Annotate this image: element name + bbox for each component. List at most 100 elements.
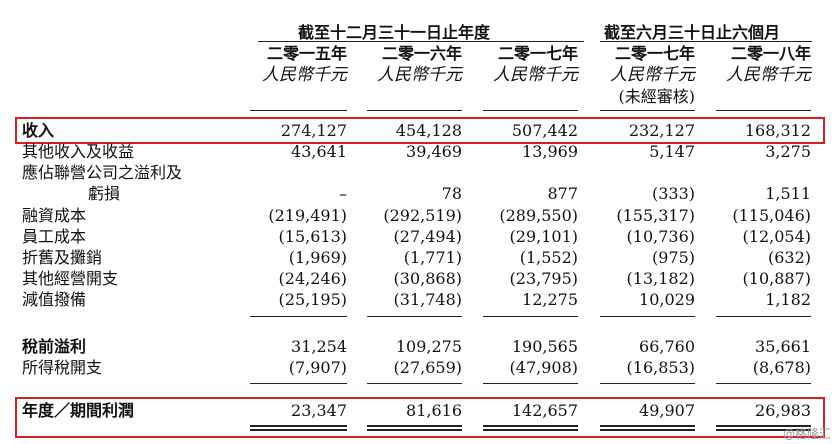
- column-header-2017: 二零一七年 人民幣千元: [468, 44, 578, 86]
- table-row-staff-costs: 員工成本 (15,613) (27,494) (29,101) (10,736)…: [0, 228, 837, 246]
- full-year-group-underline: [258, 41, 584, 42]
- cell-value: (27,494): [393, 227, 462, 246]
- total-double-rule: [483, 425, 578, 427]
- subtotal-rule: [600, 383, 695, 384]
- cell-value: (333): [651, 184, 695, 203]
- row-label: 減值撥備: [22, 290, 87, 309]
- cell-value: 5,147: [649, 142, 695, 161]
- cell-value: (30,868): [393, 269, 462, 288]
- row-label: 其他收入及收益: [22, 142, 135, 161]
- subtotal-rule: [600, 316, 695, 317]
- column-year: 二零一五年: [266, 44, 347, 63]
- column-year: 二零一七年: [614, 44, 695, 63]
- cell-value: 81,616: [406, 401, 462, 420]
- cell-value: (23,795): [509, 269, 578, 288]
- column-rule: [483, 110, 578, 111]
- total-double-rule: [250, 425, 347, 427]
- net-profit-highlight-box: [15, 397, 825, 438]
- table-row-share-of-associates-cont: 虧損 – 78 877 (333) 1,511: [0, 185, 837, 203]
- table-row-profit-before-tax: 稅前溢利 31,254 109,275 190,565 66,760 35,66…: [0, 338, 837, 356]
- total-double-rule: [250, 429, 347, 431]
- row-label: 所得稅開支: [22, 358, 103, 377]
- cell-value: 13,969: [522, 142, 578, 161]
- column-header-h1-2018: 二零一八年 人民幣千元: [701, 44, 811, 86]
- cell-value: (975): [651, 248, 695, 267]
- row-label: 員工成本: [22, 227, 87, 246]
- cell-value: 190,565: [511, 337, 578, 356]
- subtotal-rule: [716, 383, 811, 384]
- cell-value: 78: [441, 184, 462, 203]
- table-row-share-of-associates: 應佔聯營公司之溢利及: [0, 164, 837, 182]
- table-row-finance-costs: 融資成本 (219,491) (292,519) (289,550) (155,…: [0, 207, 837, 225]
- column-rule: [716, 110, 811, 111]
- cell-value: (8,678): [752, 358, 811, 377]
- cell-value: (12,054): [742, 227, 811, 246]
- row-label: 收入: [22, 121, 55, 140]
- total-double-rule: [367, 425, 462, 427]
- row-label: 其他經營開支: [22, 269, 119, 288]
- cell-value: (115,046): [732, 206, 811, 225]
- cell-value: (25,195): [278, 290, 347, 309]
- cell-value: 1,182: [765, 290, 811, 309]
- subtotal-rule: [483, 383, 578, 384]
- cell-value: 142,657: [511, 401, 578, 420]
- cell-value: (632): [767, 248, 811, 267]
- cell-value: 43,641: [291, 142, 347, 161]
- column-currency: 人民幣千元: [262, 65, 347, 85]
- cell-value: (155,317): [616, 206, 695, 225]
- cell-value: (219,491): [268, 206, 347, 225]
- subtotal-rule: [367, 316, 462, 317]
- cell-value: (10,887): [742, 269, 811, 288]
- row-label: 年度／期間利潤: [22, 401, 135, 420]
- row-label: 虧損: [88, 184, 121, 203]
- full-year-group-header: 截至十二月三十一日止年度: [298, 23, 491, 42]
- cell-value: 31,254: [291, 337, 347, 356]
- column-currency: 人民幣千元: [726, 65, 811, 85]
- cell-value: 507,442: [511, 121, 578, 140]
- cell-value: 109,275: [395, 337, 462, 356]
- cell-value: (10,736): [626, 227, 695, 246]
- column-header-h1-2017: 二零一七年 人民幣千元 (未經審核): [585, 44, 695, 108]
- cell-value: 12,275: [522, 290, 578, 309]
- column-rule: [250, 110, 347, 111]
- column-year: 二零一七年: [497, 44, 578, 63]
- cell-value: 1,511: [765, 184, 811, 203]
- cell-value: 35,661: [755, 337, 811, 356]
- cell-value: 66,760: [639, 337, 695, 356]
- row-label: 融資成本: [22, 206, 87, 225]
- table-row-income-tax: 所得稅開支 (7,907) (27,659) (47,908) (16,853)…: [0, 359, 837, 377]
- column-year: 二零一六年: [381, 44, 462, 63]
- column-rule: [367, 110, 462, 111]
- total-double-rule: [483, 429, 578, 431]
- cell-value: (1,969): [288, 248, 347, 267]
- column-currency: 人民幣千元: [493, 65, 578, 85]
- table-row-profit-for-period: 年度／期間利潤 23,347 81,616 142,657 49,907 26,…: [0, 402, 837, 420]
- subtotal-rule: [483, 316, 578, 317]
- cell-value: (289,550): [499, 206, 578, 225]
- cell-value: (27,659): [393, 358, 462, 377]
- subtotal-rule: [367, 383, 462, 384]
- total-double-rule: [367, 429, 462, 431]
- cell-value: (13,182): [626, 269, 695, 288]
- total-double-rule: [716, 429, 811, 431]
- half-year-group-underline: [600, 41, 812, 42]
- cell-value: 454,128: [395, 121, 462, 140]
- unaudited-note: (未經審核): [618, 87, 696, 106]
- row-label: 折舊及攤銷: [22, 248, 103, 267]
- revenue-highlight-box: [15, 117, 825, 144]
- cell-value: 23,347: [291, 401, 347, 420]
- cell-value: 3,275: [765, 142, 811, 161]
- cell-value: (7,907): [288, 358, 347, 377]
- cell-value: 274,127: [280, 121, 347, 140]
- cell-value: (1,771): [403, 248, 462, 267]
- watermark: @格隆汇: [782, 427, 831, 441]
- cell-value: (29,101): [509, 227, 578, 246]
- cell-value: (47,908): [509, 358, 578, 377]
- column-header-2015: 二零一五年 人民幣千元: [237, 44, 347, 86]
- column-currency: 人民幣千元: [610, 65, 695, 85]
- cell-value: (1,552): [519, 248, 578, 267]
- row-label: 應佔聯營公司之溢利及: [22, 163, 183, 182]
- column-rule: [600, 110, 695, 111]
- column-header-2016: 二零一六年 人民幣千元: [352, 44, 462, 86]
